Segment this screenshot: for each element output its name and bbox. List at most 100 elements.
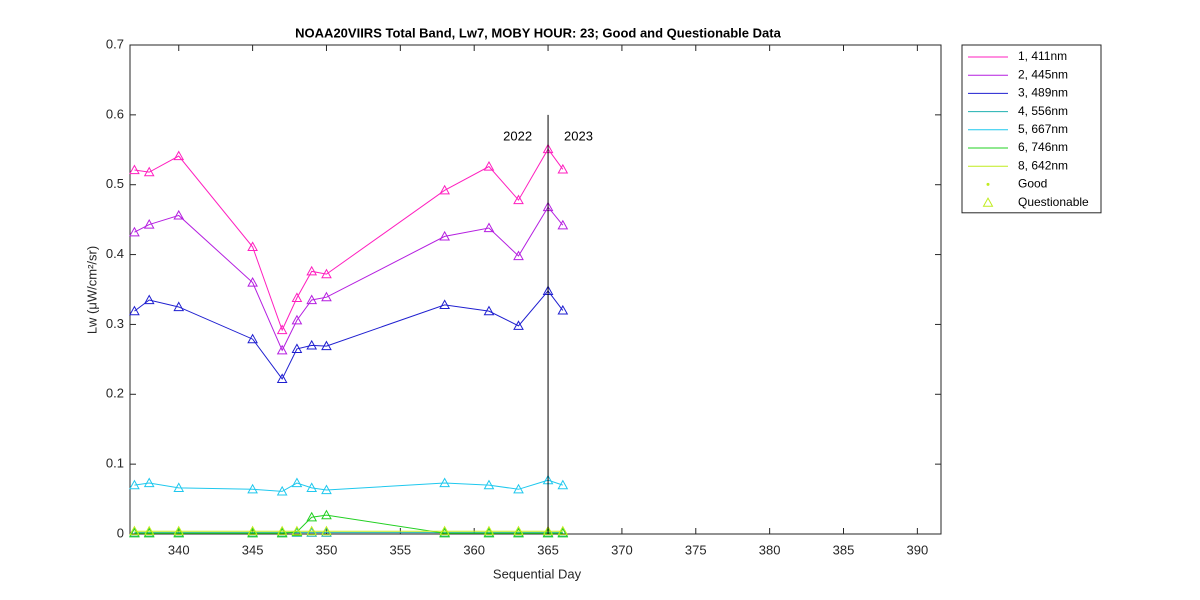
legend-label: 8, 642nm <box>1018 158 1068 172</box>
series-line <box>134 479 563 492</box>
data-point <box>483 525 495 536</box>
data-point <box>276 344 288 355</box>
plot-area <box>129 44 942 535</box>
x-tick-label: 385 <box>833 542 855 557</box>
data-point <box>276 373 288 384</box>
data-point <box>483 305 495 316</box>
data-point <box>306 294 318 305</box>
y-tick-label: 0.7 <box>106 36 124 51</box>
data-point <box>483 479 495 490</box>
data-point <box>143 219 155 229</box>
y-tick-label: 0.4 <box>106 246 124 261</box>
data-point <box>306 525 318 536</box>
data-point <box>291 525 303 536</box>
x-tick-label: 360 <box>463 542 485 557</box>
data-point <box>143 166 155 177</box>
data-point <box>173 301 185 312</box>
data-point <box>557 304 569 315</box>
x-tick-label: 370 <box>611 542 633 557</box>
data-point <box>513 483 524 494</box>
data-point <box>542 527 554 538</box>
x-tick-label: 380 <box>759 542 781 557</box>
data-point <box>321 509 332 520</box>
legend-marker <box>986 182 990 186</box>
data-point <box>143 294 155 305</box>
data-point <box>557 219 569 230</box>
data-point <box>247 241 258 251</box>
data-point <box>321 268 332 279</box>
data-point <box>276 324 288 335</box>
y-tick-label: 0.6 <box>106 106 124 121</box>
data-point <box>439 525 450 536</box>
data-point <box>306 265 318 276</box>
data-point <box>247 525 258 536</box>
data-point <box>247 333 258 344</box>
annotation: 2022 <box>503 128 532 143</box>
data-point <box>143 527 155 538</box>
data-point <box>321 340 332 351</box>
y-axis-label: Lw (μW/cm²/sr) <box>84 246 99 334</box>
x-tick-label: 340 <box>168 542 190 557</box>
series-line <box>134 206 564 352</box>
data-point <box>513 320 524 330</box>
data-point <box>129 305 140 316</box>
data-point <box>143 525 155 536</box>
x-axis-label: Sequential Day <box>493 566 582 581</box>
data-point <box>513 194 524 205</box>
y-tick-label: 0.3 <box>106 316 124 331</box>
data-point <box>439 299 450 309</box>
data-point <box>557 479 569 490</box>
x-tick-label: 350 <box>316 542 338 557</box>
data-point <box>129 525 140 536</box>
x-tick-label: 390 <box>907 542 929 557</box>
data-point <box>306 527 318 537</box>
legend-label: 5, 667nm <box>1018 122 1068 136</box>
data-point <box>173 150 185 161</box>
legend-label: 1, 411nm <box>1018 49 1067 63</box>
data-point <box>513 525 524 536</box>
data-point <box>173 482 185 492</box>
data-point <box>143 477 155 488</box>
data-point <box>291 292 303 302</box>
data-point <box>557 527 569 538</box>
x-tick-label: 365 <box>537 542 559 557</box>
data-point <box>276 525 288 536</box>
data-point <box>557 525 569 536</box>
data-point <box>247 276 258 287</box>
legend-label: Questionable <box>1018 195 1089 209</box>
data-point <box>129 527 140 538</box>
data-point <box>483 161 495 171</box>
data-point <box>291 314 303 325</box>
data-point <box>247 527 258 538</box>
x-tick-label: 345 <box>242 542 264 557</box>
data-point <box>439 527 450 538</box>
data-point <box>439 230 450 241</box>
data-point <box>247 483 258 494</box>
data-point <box>129 164 140 175</box>
legend-label: 4, 556nm <box>1018 104 1068 118</box>
data-point <box>306 511 318 522</box>
legend-label: 2, 445nm <box>1018 67 1068 81</box>
chart-title: NOAA20VIIRS Total Band, Lw7, MOBY HOUR: … <box>295 25 781 40</box>
y-tick-label: 0.1 <box>106 456 124 471</box>
data-point <box>557 163 569 174</box>
legend-box <box>961 44 1102 214</box>
series-line <box>134 514 563 534</box>
data-point <box>173 525 185 536</box>
data-point <box>291 477 303 488</box>
data-point <box>173 209 185 220</box>
data-point <box>173 527 185 538</box>
data-point <box>483 527 495 538</box>
legend-label: Good <box>1018 177 1047 191</box>
data-point <box>306 339 318 350</box>
data-point <box>542 525 554 536</box>
data-point <box>129 226 140 237</box>
data-point <box>513 527 524 538</box>
y-tick-label: 0 <box>117 525 124 540</box>
series-line <box>134 148 564 332</box>
legend-marker <box>982 197 994 207</box>
data-point <box>306 482 318 492</box>
data-point <box>276 527 288 538</box>
x-tick-label: 355 <box>389 542 411 557</box>
